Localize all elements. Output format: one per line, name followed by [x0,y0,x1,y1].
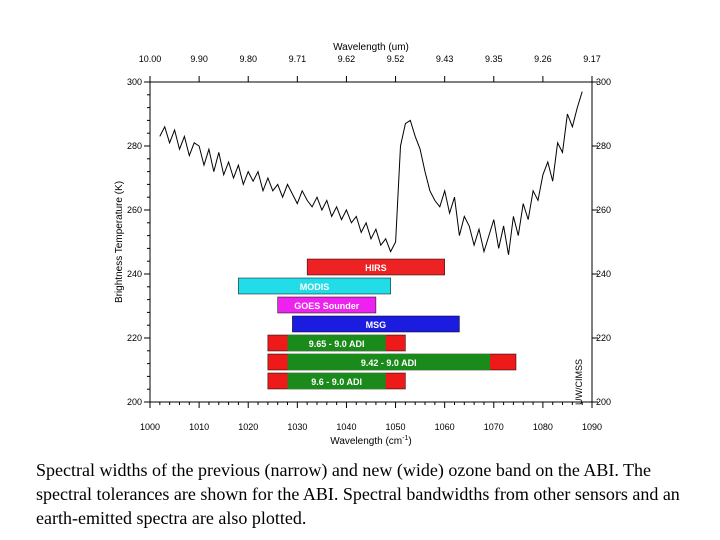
bottom-axis-title: Wavelength (cm-1) [330,435,411,447]
sensor-bar: HIRS [306,258,445,276]
credit-label: UW/CIMSS [574,359,584,405]
y-tick-label: 240 [127,269,142,279]
sensor-bar: 9.42 - 9.0 ADI [267,353,517,371]
earth-emitted-spectrum-line [159,91,583,255]
y-tick-label: 220 [127,333,142,343]
x2-tick-label: 9.80 [239,54,257,64]
x-tick-label: 1010 [189,422,209,432]
y-tick-label: 200 [127,397,142,407]
sensor-bar-inner [287,354,490,370]
sensor-bar-label: MODIS [300,282,330,292]
sensor-bar-label: 9.6 - 9.0 ADI [311,377,362,387]
x-title-close: ) [408,436,411,447]
x2-tick-label: 9.71 [289,54,307,64]
y2-tick-label: 220 [596,333,611,343]
sensor-bar-rect [306,258,445,276]
ozone-band-chart: 1000 1010 1020 1030 1040 1050 1060 1070 1080 1090… [114,42,611,447]
sensor-bar-label: HIRS [365,263,387,273]
x2-tick-label: 9.90 [190,54,208,64]
sensor-bar-rect [292,315,460,333]
y-axis-title: Brightness Temperature (K) [114,181,125,303]
top-axis-title: Wavelength (um) [333,42,409,53]
x2-tick-label: 9.62 [338,54,356,64]
sensor-bar-label: 9.65 - 9.0 ADI [309,339,365,349]
x-title-main: Wavelength (cm [330,436,402,447]
x-tick-label: 1050 [386,422,406,432]
x-tick-label: 1080 [533,422,553,432]
sensor-bar-label: 9.42 - 9.0 ADI [361,358,417,368]
x-tick-label: 1060 [435,422,455,432]
sensor-bar: MSG [292,315,460,333]
sensor-bar-label: GOES Sounder [294,301,360,311]
sensor-bar: MODIS [238,277,391,295]
x2-tick-label: 9.43 [436,54,454,64]
x2-tick-label: 9.26 [534,54,552,64]
x-tick-label: 1070 [484,422,504,432]
sensor-bar: 9.6 - 9.0 ADI [267,372,406,390]
axis-ticks: 1000 1010 1020 1030 1040 1050 1060 1070 1080 1090… [127,54,611,432]
x-tick-label: 1030 [287,422,307,432]
x-tick-label: 1000 [140,422,160,432]
y2-tick-label: 200 [596,397,611,407]
x2-tick-label: 10.00 [139,54,162,64]
sensor-bar-inner [287,373,386,389]
y-tick-label: 300 [127,77,142,87]
y-tick-label: 260 [127,205,142,215]
y2-tick-label: 300 [596,77,611,87]
x-title-exponent: -1 [402,435,408,442]
sensor-bar: 9.65 - 9.0 ADI [267,334,406,352]
x2-tick-label: 9.52 [387,54,405,64]
y-tick-label: 280 [127,141,142,151]
x-tick-label: 1040 [336,422,356,432]
x2-tick-label: 9.35 [485,54,503,64]
sensor-bar-inner [287,335,386,351]
plot-frame [149,81,593,403]
sensor-bar: GOES Sounder [277,296,377,314]
sensor-bar-label: MSG [366,320,387,330]
figure-caption: Spectral widths of the previous (narrow)… [36,460,680,528]
y2-tick-label: 260 [596,205,611,215]
sensor-bar-rect [277,296,377,314]
sensor-bar-rect [238,277,391,295]
x-tick-label: 1020 [238,422,258,432]
y2-tick-label: 240 [596,269,611,279]
x-tick-label: 1090 [582,422,602,432]
y2-tick-label: 280 [596,141,611,151]
x2-tick-label: 9.17 [583,54,601,64]
